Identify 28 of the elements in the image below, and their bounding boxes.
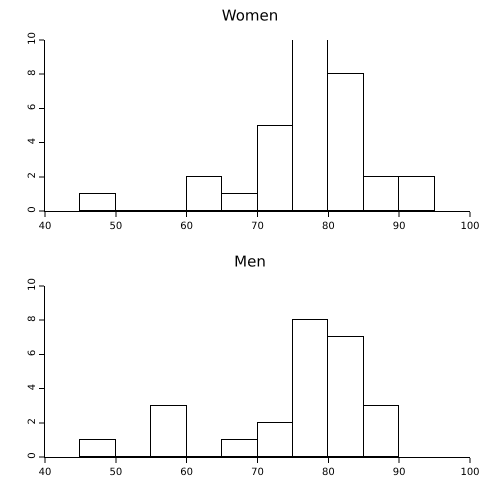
y-tick-label: 0 bbox=[27, 206, 38, 213]
y-tick-label: 2 bbox=[27, 172, 38, 178]
x-tick-label: 100 bbox=[460, 467, 480, 478]
x-tick-label: 40 bbox=[38, 221, 52, 232]
y-tick-label: 0 bbox=[27, 452, 38, 459]
y-tick-label: 4 bbox=[27, 384, 38, 390]
chart-title: Men bbox=[234, 252, 266, 270]
x-tick-label: 60 bbox=[180, 467, 194, 478]
x-tick-label: 50 bbox=[109, 467, 122, 478]
x-tick-label: 80 bbox=[322, 221, 335, 232]
y-tick-label: 8 bbox=[27, 70, 38, 76]
y-tick-label: 6 bbox=[27, 350, 38, 356]
y-tick-label: 4 bbox=[27, 138, 38, 144]
x-tick-label: 50 bbox=[109, 221, 122, 232]
x-tick-label: 90 bbox=[392, 221, 406, 232]
x-tick-label: 70 bbox=[251, 221, 264, 232]
y-tick-label: 6 bbox=[27, 104, 38, 110]
x-tick-label: 70 bbox=[251, 467, 264, 478]
x-tick-label: 60 bbox=[180, 221, 194, 232]
y-tick-label: 10 bbox=[27, 32, 38, 45]
y-tick-label: 8 bbox=[27, 316, 38, 322]
y-tick-label: 10 bbox=[27, 278, 38, 291]
x-tick-label: 100 bbox=[460, 221, 480, 232]
y-tick-label: 2 bbox=[27, 418, 38, 424]
chart-title: Women bbox=[222, 6, 278, 24]
x-tick-label: 90 bbox=[392, 467, 406, 478]
x-tick-label: 80 bbox=[322, 467, 335, 478]
x-tick-label: 40 bbox=[38, 467, 52, 478]
